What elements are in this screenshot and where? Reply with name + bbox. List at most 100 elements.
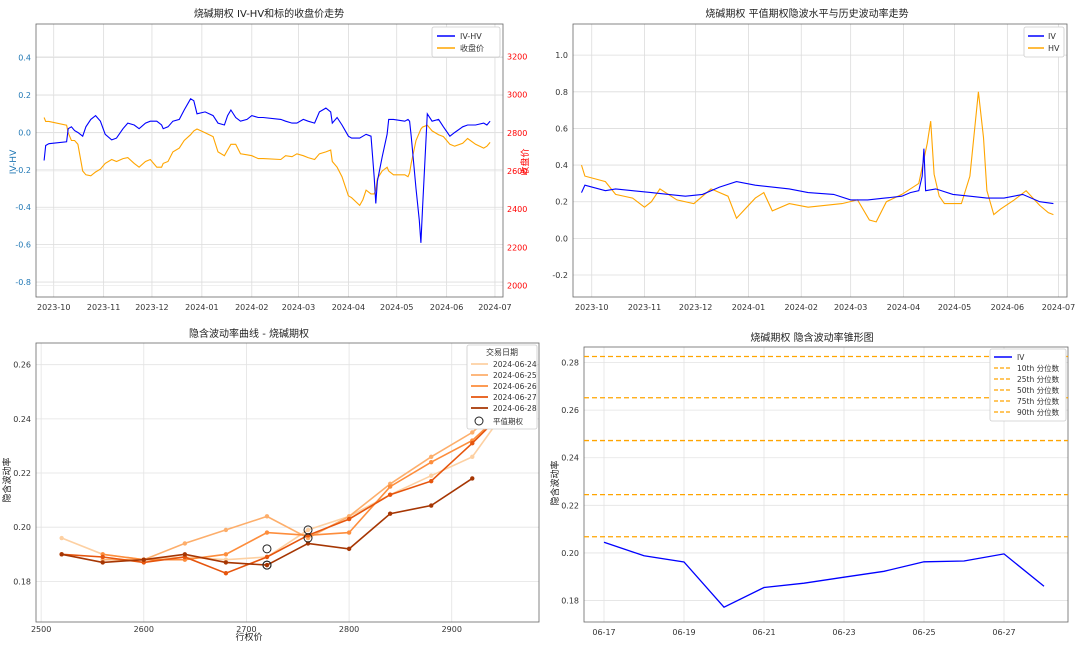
x-tick-label: 06-23 xyxy=(832,628,855,637)
y2-tick-label: 2200 xyxy=(507,243,527,252)
legend-label: 收盘价 xyxy=(460,43,484,53)
plot-frame xyxy=(572,23,1068,298)
x-tick-label: 06-17 xyxy=(592,628,615,637)
iv-smile-point xyxy=(346,530,352,535)
x-tick-label: 2024-04 xyxy=(887,303,920,312)
legend-label: 2024-06-26 xyxy=(493,382,537,391)
x-tick-label: 06-27 xyxy=(992,628,1015,637)
x-tick-label: 2800 xyxy=(339,625,359,634)
x-tick-label: 06-19 xyxy=(672,628,695,637)
x-tick-label: 2024-05 xyxy=(938,303,971,312)
legend-label: 90th 分位数 xyxy=(1017,407,1060,417)
iv-smile-point xyxy=(429,478,434,484)
x-tick-label: 2023-11 xyxy=(628,303,661,312)
y-tick-label: 0.4 xyxy=(18,54,31,63)
y-axis-label-iv-hv: IV-HV xyxy=(9,149,19,174)
legend-label: 75th 分位数 xyxy=(1017,396,1060,406)
legend-label: 10th 分位数 xyxy=(1017,363,1060,373)
iv-smile-point xyxy=(387,484,393,489)
iv-line xyxy=(581,148,1054,205)
iv-smile-point xyxy=(59,552,64,557)
iv-smile-point xyxy=(223,527,229,533)
legend: 交易日期 2024-06-24 2024-06-25 2024-06-26 2024-0… xyxy=(466,344,538,430)
y-tick-label: -0.4 xyxy=(15,203,31,212)
iv-smile-point xyxy=(429,459,434,465)
x-tick-label: 2600 xyxy=(134,625,154,634)
x-tick-label: 2900 xyxy=(442,625,462,634)
plot-frame xyxy=(35,23,504,298)
y-tick-label: 0.22 xyxy=(561,501,579,510)
iv-smile-point xyxy=(429,503,434,508)
legend-title: 交易日期 xyxy=(486,347,518,357)
y-tick-label: 0.26 xyxy=(561,406,579,415)
y-tick-label: 0.26 xyxy=(13,361,31,370)
x-tick-label: 2023-11 xyxy=(87,303,120,312)
iv-cone-chart: 烧碱期权 隐含波动率锥形图 隐含波动率 06-17 06-19 06-21 06-23… xyxy=(549,331,1069,637)
iv-smile-point xyxy=(346,516,352,522)
plot-frame xyxy=(35,342,540,623)
iv-smile-point xyxy=(429,473,434,478)
legend-label: HV xyxy=(1048,44,1060,53)
legend-label: 2024-06-28 xyxy=(493,404,537,413)
legend-label: 50th 分位数 xyxy=(1017,385,1060,395)
chart-title-iv-smile: 隐含波动率曲线 - 烧碱期权 xyxy=(189,327,309,340)
iv-smile-point xyxy=(470,476,475,481)
chart-title-iv-cone: 烧碱期权 隐含波动率锥形图 xyxy=(750,331,873,344)
y-tick-label: 0.20 xyxy=(13,523,31,532)
iv-smile-line xyxy=(61,477,473,566)
y2-tick-label: 2800 xyxy=(507,129,527,138)
iv-hv-close-price-chart: 烧碱期权 IV-HV和标的收盘价走势 IV-HV 收盘价 2023-10 2023… xyxy=(9,7,531,312)
y-tick-label: 0.6 xyxy=(555,124,568,133)
iv-smile-point xyxy=(264,514,270,519)
iv-smile-point xyxy=(387,492,393,497)
iv-smile-chart: 隐含波动率曲线 - 烧碱期权 行权价 隐含波动率 2500 2600 2700 280… xyxy=(1,327,540,643)
iv-smile-point xyxy=(264,554,270,560)
y2-tick-label: 2400 xyxy=(507,205,527,214)
iv-smile-point xyxy=(100,554,105,560)
y-tick-label: 0.0 xyxy=(555,234,568,243)
legend-box xyxy=(989,348,1067,422)
x-tick-label: 2700 xyxy=(236,625,256,634)
iv-smile-point xyxy=(429,454,434,459)
iv-smile-point xyxy=(182,552,188,557)
y-tick-label: 0.18 xyxy=(13,577,31,586)
legend-label: 2024-06-24 xyxy=(493,360,537,369)
atm-iv-vs-hv-chart: 烧碱期权 平值期权隐波水平与历史波动率走势 2023-10 2023-11 2023… xyxy=(552,7,1075,312)
iv-smile-point xyxy=(223,552,229,557)
atm-marker xyxy=(262,560,272,570)
y-tick-label: 0.8 xyxy=(555,88,568,97)
y-axis-label-iv: 隐含波动率 xyxy=(1,457,13,502)
atm-marker xyxy=(303,533,313,543)
legend-box xyxy=(431,26,501,58)
plot-frame xyxy=(583,346,1069,623)
legend-label: 2024-06-25 xyxy=(493,371,537,380)
x-tick-label: 2023-10 xyxy=(575,303,608,312)
legend-atm-label: 平值期权 xyxy=(493,416,523,426)
y-tick-label: 0.22 xyxy=(13,469,31,478)
iv-smile-point xyxy=(387,511,393,516)
iv-hv-line xyxy=(43,98,491,243)
y2-tick-label: 3200 xyxy=(507,52,527,61)
iv-smile-point xyxy=(59,535,64,541)
x-tick-label: 2024-03 xyxy=(834,303,867,312)
x-tick-label: 2024-02 xyxy=(785,303,818,312)
hv-line xyxy=(580,91,1054,223)
iv-smile-point xyxy=(305,527,311,533)
iv-smile-point xyxy=(182,541,188,546)
legend-box xyxy=(1023,26,1065,58)
x-tick-label: 2024-05 xyxy=(380,303,413,312)
y-axis-label-iv-cone: 隐含波动率 xyxy=(549,460,561,505)
y-tick-label: 0.2 xyxy=(18,91,31,100)
iv-smile-point xyxy=(470,454,475,459)
x-tick-label: 2024-07 xyxy=(478,303,511,312)
y-tick-label: -0.2 xyxy=(552,271,568,280)
iv-smile-point xyxy=(470,430,475,435)
legend-atm-marker xyxy=(474,416,484,426)
y2-tick-label: 2000 xyxy=(507,282,527,291)
legend-label: 25th 分位数 xyxy=(1017,374,1060,384)
y-tick-label: 0.24 xyxy=(561,454,579,463)
y-tick-label: 0.2 xyxy=(555,198,568,207)
iv-smile-point xyxy=(100,560,105,565)
y-tick-label: 1.0 xyxy=(555,51,568,60)
y2-axis-label-close: 收盘价 xyxy=(519,148,531,175)
